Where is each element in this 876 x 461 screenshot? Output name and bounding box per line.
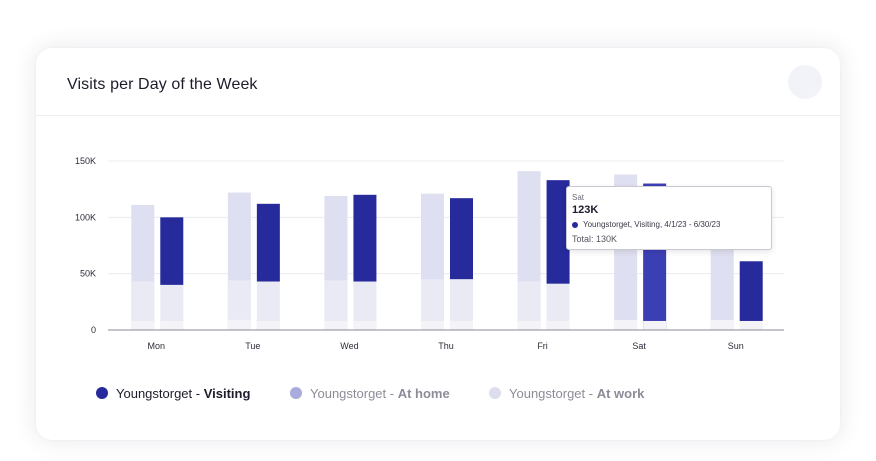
x-tick-label: Fri — [537, 341, 548, 351]
legend-label: Visiting — [203, 385, 251, 401]
tooltip-series-dot — [572, 221, 578, 228]
tooltip-series-label: Youngstorget, Visiting, 4/1/23 - 6/30/23 — [583, 220, 721, 229]
legend-dot-visiting — [96, 387, 108, 399]
y-tick-label: 50K — [80, 269, 96, 279]
bar-visiting — [739, 261, 763, 321]
chart-card: Visits per Day of the Week 0 50K 100K 150K M… — [36, 48, 840, 440]
card-title: Visits per Day of the Week — [67, 76, 258, 93]
legend-dot-at-work — [489, 387, 501, 399]
tooltip-day: Sat — [572, 193, 585, 202]
x-tick-label: Mon — [148, 341, 166, 351]
bar-visiting — [546, 180, 570, 284]
bar-visiting — [353, 194, 377, 282]
y-tick-label: 0 — [91, 325, 96, 335]
x-tick-label: Thu — [438, 341, 454, 351]
bar-bottom-segment — [131, 320, 155, 330]
bar-bottom-segment — [324, 320, 348, 330]
chart-tooltip: Sat 123K Youngstorget, Visiting, 4/1/23 … — [566, 186, 772, 250]
bar-bottom-segment — [546, 320, 570, 330]
x-tick-label: Sun — [728, 341, 744, 351]
bar-visiting-lower — [353, 281, 377, 330]
legend-prefix: Youngstorget - — [116, 385, 204, 401]
x-tick-label: Tue — [245, 341, 260, 351]
bar-visiting-lower — [450, 279, 473, 330]
bar-visiting — [160, 217, 184, 285]
x-tick-label: Sat — [632, 341, 646, 351]
bar-bottom-segment — [160, 320, 184, 330]
header-menu-button[interactable] — [788, 65, 822, 99]
bar-at-home — [421, 279, 444, 330]
bar-at-home — [517, 281, 541, 330]
bar-bottom-segment — [256, 320, 280, 330]
legend-dot-at-home — [290, 387, 302, 399]
y-tick-label: 100K — [75, 212, 96, 222]
legend-label: At work — [596, 385, 645, 401]
bar-bottom-segment — [227, 319, 251, 330]
bar-visiting-lower — [160, 284, 184, 330]
bar-visiting-lower — [546, 283, 570, 330]
x-tick-label: Wed — [340, 341, 358, 351]
card-header: Visits per Day of the Week — [36, 48, 840, 116]
bar-bottom-segment — [739, 320, 763, 330]
bar-bottom-segment — [710, 319, 734, 330]
tooltip-series: Youngstorget, Visiting, 4/1/23 - 6/30/23 — [572, 220, 720, 229]
tooltip-value: 123K — [572, 204, 599, 216]
bar-at-home — [324, 280, 348, 330]
bar-at-home — [131, 281, 155, 330]
bar-bottom-segment — [353, 320, 377, 330]
bar-visiting — [256, 203, 280, 282]
bar-bottom-segment — [517, 320, 541, 330]
tooltip-total: Total: 130K — [572, 234, 618, 244]
bar-visiting-lower — [256, 281, 280, 330]
bar-bottom-segment — [450, 320, 473, 330]
legend-item-at-work[interactable]: Youngstorget - At work — [489, 385, 644, 401]
bar-bottom-segment — [643, 320, 667, 330]
legend-item-visiting[interactable]: Youngstorget - Visiting — [96, 385, 250, 401]
bar-visiting — [450, 198, 473, 280]
y-tick-label: 150K — [75, 156, 96, 166]
legend-item-at-home[interactable]: Youngstorget - At home — [290, 385, 450, 401]
bar-bottom-segment — [421, 320, 444, 330]
legend-prefix: Youngstorget - — [310, 385, 398, 401]
legend-label: At home — [397, 385, 450, 401]
legend-prefix: Youngstorget - — [509, 385, 597, 401]
bar-at-home — [227, 280, 251, 330]
bar-bottom-segment — [614, 319, 638, 330]
